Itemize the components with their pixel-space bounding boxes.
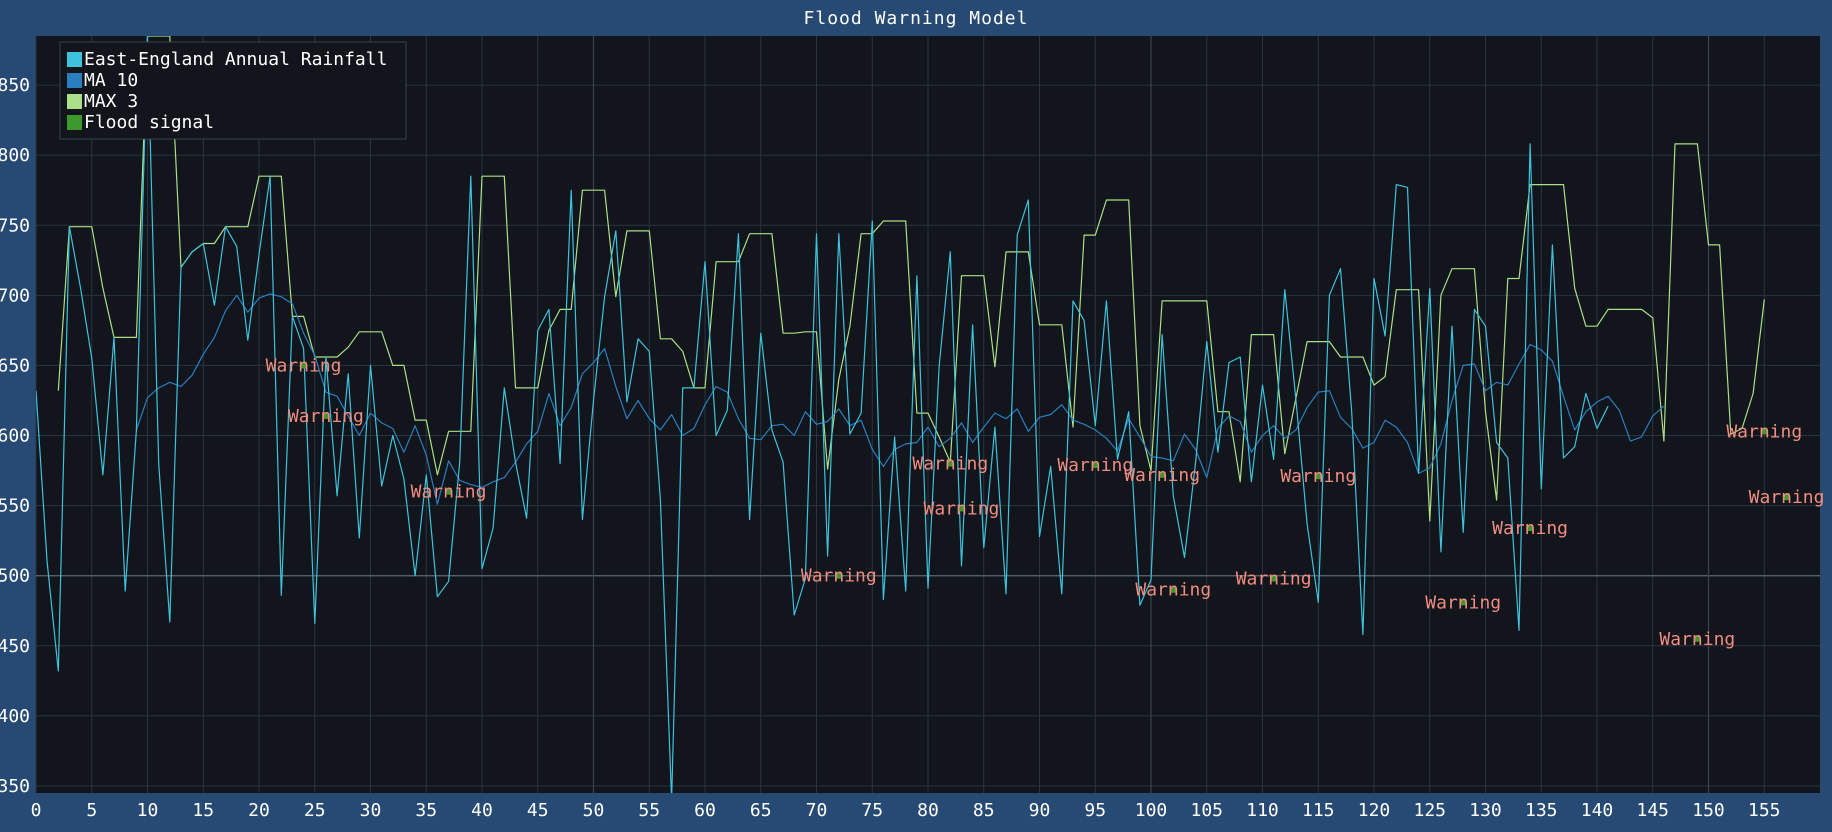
y-tick-label: 600 [0,426,30,447]
x-tick-label: 60 [694,800,716,821]
legend-label: MAX 3 [84,91,138,112]
warning-label: Warning [1749,487,1825,508]
series-layer [36,36,1765,800]
flood-signal-marker[interactable] [1761,428,1768,435]
x-tick-label: 25 [304,800,326,821]
y-tick-label: 750 [0,215,30,236]
flood-signal-marker[interactable] [835,572,842,579]
x-tick-label: 75 [861,800,883,821]
x-tick-label: 65 [750,800,772,821]
legend-label: East-England Annual Rainfall [84,49,387,70]
x-tick-label: 115 [1302,800,1335,821]
flood-signal-marker[interactable] [1694,635,1701,642]
warning-label: Warning [801,566,877,587]
warning-label: Warning [1135,580,1211,601]
x-tick-label: 5 [86,800,97,821]
x-tick-label: 55 [638,800,660,821]
grid [35,36,1820,793]
x-tick-label: 20 [248,800,270,821]
warning-label: Warning [266,355,342,376]
x-tick-label: 130 [1469,800,1502,821]
warning-label: Warning [1124,465,1200,486]
flood-signal-layer: WarningWarningWarningWarningWarningWarni… [266,355,1825,649]
legend-box [59,41,407,140]
flood-signal-marker[interactable] [1159,471,1166,478]
warning-label: Warning [288,406,364,427]
x-tick-label: 30 [360,800,382,821]
legend-swatch[interactable] [67,115,82,130]
flood-signal-marker[interactable] [1092,461,1099,468]
legend-label: Flood signal [84,112,214,133]
flood-signal-marker[interactable] [1170,586,1177,593]
y-tick-label: 350 [0,776,30,797]
series-line-ma-10[interactable] [135,293,1665,505]
x-tick-label: 155 [1748,800,1781,821]
x-tick-label: 150 [1692,800,1725,821]
flood-signal-marker[interactable] [1460,599,1467,606]
x-tick-label: 100 [1135,800,1168,821]
x-tick-label: 140 [1581,800,1614,821]
x-tick-label: 15 [192,800,214,821]
x-tick-label: 95 [1084,800,1106,821]
y-tick-label: 550 [0,496,30,517]
x-tick-label: 70 [806,800,828,821]
legend-swatch[interactable] [67,73,82,88]
x-tick-label: 145 [1636,800,1669,821]
x-tick-label: 45 [527,800,549,821]
warning-label: Warning [1425,592,1501,613]
flood-signal-marker[interactable] [1783,494,1790,501]
x-tick-label: 80 [917,800,939,821]
warning-label: Warning [1659,629,1735,650]
title-bar: Flood Warning Model [0,0,1832,36]
flood-signal-marker[interactable] [300,362,307,369]
warning-label: Warning [1726,421,1802,442]
series-line-max-3[interactable] [57,36,1765,522]
y-tick-label: 450 [0,636,30,657]
warning-label: Warning [1236,569,1312,590]
warning-label: Warning [1492,518,1568,539]
warning-label: Warning [1057,455,1133,476]
x-tick-label: 10 [137,800,159,821]
flood-signal-marker[interactable] [445,488,452,495]
flood-signal-marker[interactable] [958,505,965,512]
warning-label: Warning [924,498,1000,519]
y-tick-label: 400 [0,706,30,727]
legend-swatch[interactable] [67,52,82,67]
y-tick-label: 500 [0,566,30,587]
warning-label: Warning [1280,466,1356,487]
legend-swatch[interactable] [67,94,82,109]
chart-title: Flood Warning Model [803,7,1029,29]
x-tick-label: 50 [583,800,605,821]
legend-label: MA 10 [84,70,138,91]
x-tick-label: 135 [1525,800,1558,821]
x-tick-label: 125 [1413,800,1446,821]
flood-signal-marker[interactable] [1270,575,1277,582]
x-tick-label: 0 [31,800,42,821]
flood-signal-marker[interactable] [1527,525,1534,532]
y-tick-label: 650 [0,355,30,376]
x-tick-label: 120 [1358,800,1391,821]
axis-labels: 350 400 450 500 550 600 650 700 750 800 850 0 5 10 15 2… [0,75,1781,821]
flood-signal-marker[interactable] [947,460,954,467]
warning-label: Warning [411,482,487,503]
x-tick-label: 35 [415,800,437,821]
flood-signal-marker[interactable] [322,412,329,419]
warning-label: Warning [912,454,988,475]
x-tick-label: 85 [973,800,995,821]
x-tick-label: 105 [1190,800,1223,821]
x-tick-label: 110 [1246,800,1279,821]
y-tick-label: 800 [0,145,30,166]
x-tick-label: 40 [471,800,493,821]
y-tick-label: 850 [0,75,30,96]
y-tick-label: 700 [0,285,30,306]
x-tick-label: 90 [1029,800,1051,821]
flood-signal-marker[interactable] [1315,473,1322,480]
series-line-east-england-annual-rainfall[interactable] [36,36,1609,800]
